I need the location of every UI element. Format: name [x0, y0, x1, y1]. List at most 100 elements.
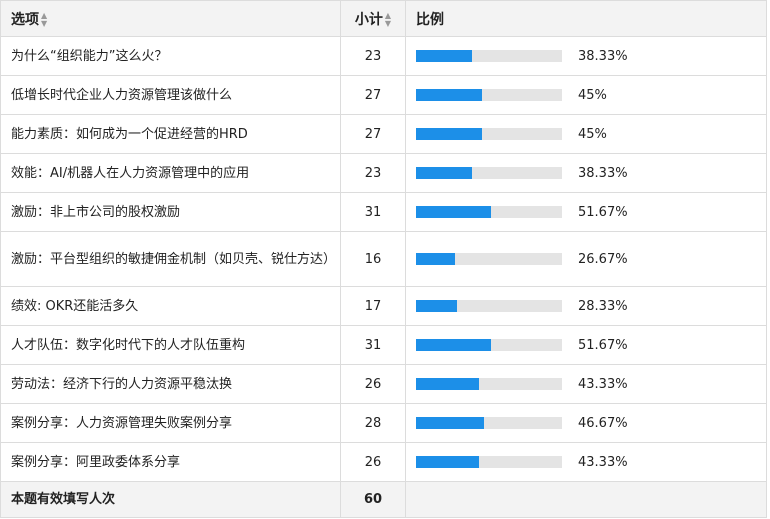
table-row: 案例分享：阿里政委体系分享 26 43.33%: [0, 442, 767, 482]
table-row: 案例分享：人力资源管理失败案例分享 28 46.67%: [0, 403, 767, 443]
ratio-bar-track: [416, 128, 562, 140]
table-row: 能力素质：如何成为一个促进经营的HRD 27 45%: [0, 114, 767, 154]
ratio-cell: 45%: [405, 114, 767, 154]
ratio-bar: [416, 253, 455, 265]
ratio-bar-track: [416, 378, 562, 390]
ratio-bar-track: [416, 50, 562, 62]
ratio-bar-track: [416, 300, 562, 312]
ratio-percent-label: 26.67%: [578, 251, 628, 267]
ratio-cell: 45%: [405, 75, 767, 115]
ratio-bar-track: [416, 167, 562, 179]
ratio-percent-label: 45%: [578, 126, 607, 142]
option-label: 效能：AI/机器人在人力资源管理中的应用: [0, 153, 341, 193]
total-ratio-empty: [405, 481, 767, 518]
total-count: 60: [340, 481, 406, 518]
option-label: 案例分享：阿里政委体系分享: [0, 442, 341, 482]
ratio-bar-track: [416, 206, 562, 218]
ratio-percent-label: 46.67%: [578, 415, 628, 431]
ratio-percent-label: 45%: [578, 87, 607, 103]
option-count: 28: [340, 403, 406, 443]
ratio-bar-wrap: 45%: [416, 88, 766, 103]
column-header-ratio-label: 比例: [416, 11, 444, 28]
column-header-ratio: 比例: [405, 0, 767, 37]
ratio-bar-track: [416, 339, 562, 351]
option-count: 17: [340, 286, 406, 326]
ratio-bar-track: [416, 456, 562, 468]
ratio-bar-wrap: 43.33%: [416, 455, 766, 470]
ratio-bar: [416, 378, 480, 390]
option-label: 激励：平台型组织的敏捷佣金机制（如贝壳、锐仕方达）: [0, 231, 341, 287]
ratio-bar: [416, 417, 485, 429]
option-count: 16: [340, 231, 406, 287]
table-row: 劳动法：经济下行的人力资源平稳汰换 26 43.33%: [0, 364, 767, 404]
ratio-cell: 43.33%: [405, 364, 767, 404]
ratio-percent-label: 43.33%: [578, 454, 628, 470]
ratio-bar-track: [416, 253, 562, 265]
sort-icon[interactable]: ▲ ▼: [41, 10, 48, 28]
ratio-percent-label: 38.33%: [578, 165, 628, 181]
table-row: 低增长时代企业人力资源管理该做什么 27 45%: [0, 75, 767, 115]
table-row: 效能：AI/机器人在人力资源管理中的应用 23 38.33%: [0, 153, 767, 193]
ratio-cell: 43.33%: [405, 442, 767, 482]
option-label: 低增长时代企业人力资源管理该做什么: [0, 75, 341, 115]
ratio-cell: 26.67%: [405, 231, 767, 287]
ratio-bar-wrap: 45%: [416, 127, 766, 142]
option-label: 激励：非上市公司的股权激励: [0, 192, 341, 232]
ratio-bar-track: [416, 89, 562, 101]
ratio-bar: [416, 89, 482, 101]
ratio-bar: [416, 128, 482, 140]
ratio-bar-track: [416, 417, 562, 429]
option-count: 23: [340, 153, 406, 193]
option-count: 31: [340, 325, 406, 365]
option-label: 为什么“组织能力”这么火？: [0, 36, 341, 76]
ratio-percent-label: 28.33%: [578, 298, 628, 314]
ratio-percent-label: 43.33%: [578, 376, 628, 392]
option-label: 劳动法：经济下行的人力资源平稳汰换: [0, 364, 341, 404]
ratio-cell: 28.33%: [405, 286, 767, 326]
option-label: 能力素质：如何成为一个促进经营的HRD: [0, 114, 341, 154]
option-label: 人才队伍：数字化时代下的人才队伍重构: [0, 325, 341, 365]
option-count: 26: [340, 442, 406, 482]
ratio-bar: [416, 300, 458, 312]
table-row: 为什么“组织能力”这么火？ 23 38.33%: [0, 36, 767, 76]
sort-icon[interactable]: ▲ ▼: [384, 10, 392, 28]
ratio-cell: 51.67%: [405, 325, 767, 365]
ratio-bar: [416, 339, 492, 351]
column-header-count[interactable]: 小计 ▲ ▼: [340, 0, 406, 37]
ratio-bar-wrap: 43.33%: [416, 377, 766, 392]
column-header-count-label: 小计: [354, 11, 383, 28]
ratio-bar: [416, 50, 472, 62]
option-count: 26: [340, 364, 406, 404]
ratio-bar-wrap: 51.67%: [416, 205, 766, 220]
ratio-bar: [416, 456, 480, 468]
total-row: 本题有效填写人次 60: [0, 481, 767, 518]
table-row: 激励：非上市公司的股权激励 31 51.67%: [0, 192, 767, 232]
ratio-bar-wrap: 28.33%: [416, 299, 766, 314]
ratio-bar-wrap: 26.67%: [416, 252, 766, 267]
column-header-option-label: 选项: [11, 11, 39, 28]
table-row: 人才队伍：数字化时代下的人才队伍重构 31 51.67%: [0, 325, 767, 365]
ratio-bar: [416, 206, 492, 218]
ratio-cell: 51.67%: [405, 192, 767, 232]
table-row: 激励：平台型组织的敏捷佣金机制（如贝壳、锐仕方达） 16 26.67%: [0, 231, 767, 287]
ratio-bar-wrap: 46.67%: [416, 416, 766, 431]
ratio-cell: 46.67%: [405, 403, 767, 443]
option-count: 27: [340, 114, 406, 154]
total-label: 本题有效填写人次: [0, 481, 341, 518]
ratio-bar-wrap: 38.33%: [416, 166, 766, 181]
ratio-cell: 38.33%: [405, 36, 767, 76]
option-count: 31: [340, 192, 406, 232]
option-label: 绩效: OKR还能活多久: [0, 286, 341, 326]
ratio-bar-wrap: 38.33%: [416, 49, 766, 64]
table-body: 为什么“组织能力”这么火？ 23 38.33% 低增长时代企业人力资源管理该做什么 27…: [0, 36, 767, 482]
ratio-bar-wrap: 51.67%: [416, 338, 766, 353]
ratio-percent-label: 51.67%: [578, 337, 628, 353]
table-header-row: 选项 ▲ ▼ 小计 ▲ ▼ 比例: [0, 0, 767, 37]
option-label: 案例分享：人力资源管理失败案例分享: [0, 403, 341, 443]
column-header-option[interactable]: 选项 ▲ ▼: [0, 0, 341, 37]
ratio-cell: 38.33%: [405, 153, 767, 193]
ratio-percent-label: 51.67%: [578, 204, 628, 220]
table-row: 绩效: OKR还能活多久 17 28.33%: [0, 286, 767, 326]
option-count: 23: [340, 36, 406, 76]
